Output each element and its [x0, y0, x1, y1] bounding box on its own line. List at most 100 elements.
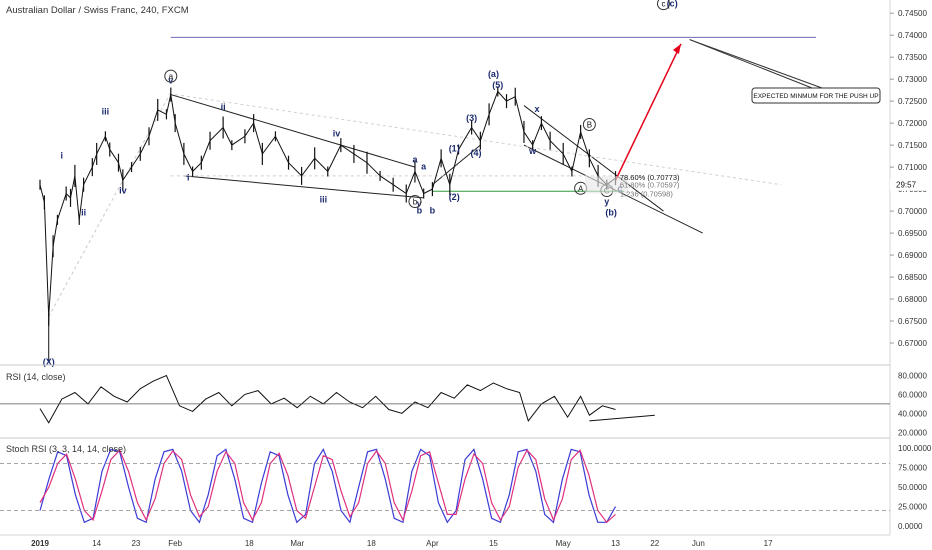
- price-tick-label: 0.71000: [898, 163, 927, 172]
- rsi-label: RSI (14, close): [6, 372, 66, 382]
- fib-zone: [585, 176, 629, 194]
- wedge-lower-line: [183, 175, 424, 199]
- rsi-tick-label: 40.0000: [898, 409, 927, 418]
- wave-label: (a): [488, 69, 499, 79]
- fib-labels: 78.60% (0.70773)61.80% (0.70597)1.236 (0…: [585, 173, 680, 198]
- price-tick-label: 0.72500: [898, 97, 927, 106]
- circled-label: b: [413, 197, 418, 206]
- projection-arrow-head: [672, 43, 681, 54]
- time-tick-label: Mar: [290, 539, 304, 548]
- wave-label: ii: [81, 207, 86, 217]
- price-panel: Australian Dollar / Swiss Franc, 240, FX…: [6, 0, 881, 367]
- stoch-panel: Stoch RSI (3, 3, 14, 14, close) 100.0000…: [0, 437, 932, 531]
- wave-label: b: [417, 205, 423, 215]
- wave-label: (5): [492, 80, 503, 90]
- callout-text: EXPECTED MINMUM FOR THE PUSH UP: [753, 93, 878, 100]
- rsi-tick-label: 80.0000: [898, 371, 927, 380]
- price-tick-label: 0.67000: [898, 339, 927, 348]
- wave-label: i: [187, 172, 190, 182]
- price-line: [39, 90, 616, 317]
- wave-label: (c): [667, 0, 678, 9]
- callout-box-frame: [751, 87, 881, 104]
- wave-label: w: [528, 146, 537, 156]
- callout-pointer-line: [689, 39, 813, 89]
- wave-label: iii: [320, 194, 328, 204]
- price-tick-label: 0.68500: [898, 273, 927, 282]
- impulse-channel-line: [432, 144, 481, 186]
- wave-label: ii: [221, 102, 226, 112]
- rsi-line: [39, 374, 616, 424]
- dotted-guide-line: [48, 92, 172, 317]
- time-tick-label: 17: [764, 539, 773, 548]
- wave-label: a: [421, 161, 427, 171]
- time-tick-label: 23: [131, 539, 140, 548]
- countdown-label: 29:57: [896, 181, 917, 190]
- countdown-box: [890, 178, 932, 191]
- wave-label: y: [604, 196, 609, 206]
- circled-label-ring: [164, 69, 178, 83]
- time-tick-label: 18: [367, 539, 376, 548]
- fib-label: 78.60% (0.70773): [620, 173, 680, 182]
- time-tick-label: Feb: [168, 539, 182, 548]
- price-tick-label: 0.71500: [898, 141, 927, 150]
- rsi-panel: RSI (14, close) 80.0000 60.0000 40.0000 20.…: [0, 364, 927, 437]
- chart-title: Australian Dollar / Swiss Franc, 240, FX…: [6, 5, 189, 16]
- stoch-axis: 100.0000 75.0000 50.0000 25.0000 0.0000: [0, 444, 932, 531]
- circled-label: B: [587, 121, 592, 130]
- price-tick-label: 0.73500: [898, 53, 927, 62]
- time-tick-label: Apr: [426, 539, 439, 548]
- stoch-k-line: [39, 448, 617, 524]
- trend-lines: [48, 36, 817, 361]
- price-tick-label: 0.72000: [898, 119, 927, 128]
- wave-label: (1): [449, 144, 460, 154]
- stoch-d-line: [39, 449, 616, 524]
- time-axis: 2019 14 23 Feb 18 Mar 18 Apr 15 May 13 22 Jun 17: [0, 534, 890, 548]
- circled-label: a: [169, 72, 174, 81]
- price-tick-label: 0.70000: [898, 207, 927, 216]
- wave-label: iii: [102, 106, 110, 116]
- wave-label: (4): [471, 148, 482, 158]
- rsi-divergence-line: [589, 414, 655, 422]
- wave-label: b: [430, 205, 436, 215]
- stoch-tick-label: 100.0000: [898, 444, 932, 453]
- time-tick-label: 18: [245, 539, 254, 548]
- fib-label: 61.80% (0.70597): [620, 181, 680, 190]
- callout-pointer-line: [689, 39, 823, 89]
- stoch-tick-label: 0.0000: [898, 522, 923, 531]
- price-tick-label: 0.69000: [898, 251, 927, 260]
- price-tick-label: 0.68000: [898, 295, 927, 304]
- price-tick-label: 0.74500: [898, 9, 927, 18]
- wave-label: x: [535, 104, 540, 114]
- wave-label: (b): [605, 207, 617, 217]
- stoch-tick-label: 25.0000: [898, 503, 927, 512]
- wave-label: iv: [333, 128, 341, 138]
- wedge-upper-line: [170, 94, 416, 168]
- time-tick-label: 22: [650, 539, 659, 548]
- rsi-axis: 80.0000 60.0000 40.0000 20.0000: [0, 371, 927, 437]
- circled-label: A: [578, 184, 584, 193]
- wave-label: v: [168, 76, 173, 86]
- wave-label: i: [61, 150, 64, 160]
- wave-label: v: [417, 199, 422, 209]
- wave-label: (3): [466, 113, 477, 123]
- time-tick-label: 2019: [31, 539, 49, 548]
- time-tick-label: Jun: [692, 539, 705, 548]
- price-bars: [39, 86, 617, 326]
- rsi-tick-label: 20.0000: [898, 428, 927, 437]
- stoch-tick-label: 50.0000: [898, 483, 927, 492]
- circled-label-ring: [408, 194, 422, 208]
- time-tick-label: 13: [611, 539, 620, 548]
- circled-label-ring: [582, 118, 596, 132]
- stoch-label: Stoch RSI (3, 3, 14, 14, close): [6, 444, 126, 454]
- channel-upper-line: [523, 105, 664, 212]
- circled-label: c: [661, 0, 665, 9]
- circled-label-ring: [656, 0, 670, 11]
- rsi-tick-label: 60.0000: [898, 390, 927, 399]
- price-tick-label: 0.69500: [898, 229, 927, 238]
- fib-label: 1.236 (0.70598): [620, 189, 673, 198]
- time-tick-label: 15: [489, 539, 498, 548]
- wave-label: (2): [449, 192, 460, 202]
- dotted-projection-line: [175, 94, 782, 186]
- price-tick-label: 0.74000: [898, 31, 927, 40]
